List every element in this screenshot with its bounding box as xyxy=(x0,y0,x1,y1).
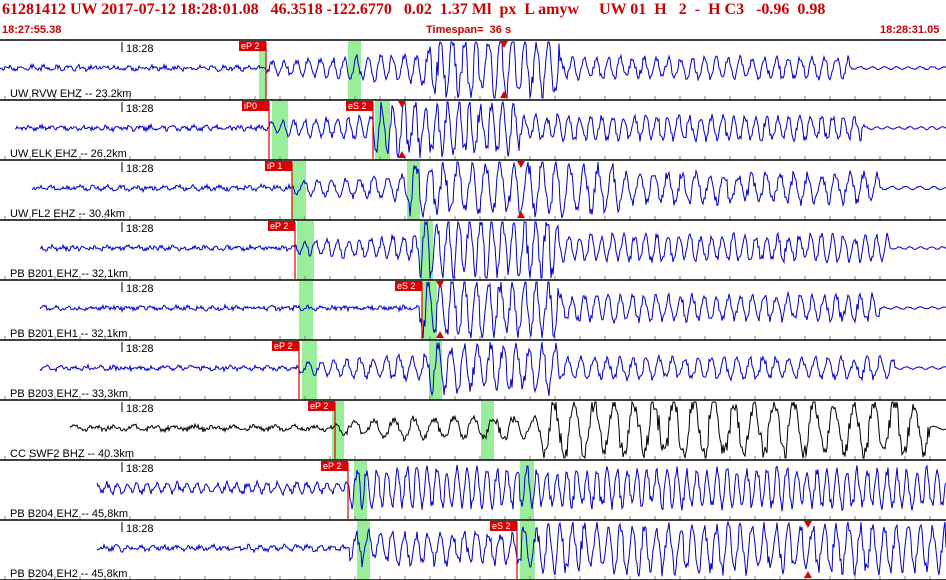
time-tick-label: 18:28 xyxy=(126,343,154,355)
time-tick-label: 18:28 xyxy=(126,283,154,295)
arrival-triangle-bottom[interactable] xyxy=(500,91,508,98)
time-range-bar: 18:27:55.38 Timespan= 36 s 18:28:31.05 xyxy=(0,24,946,38)
event-header: 61281412 UW 2017-07-12 18:28:01.08 46.35… xyxy=(0,0,946,40)
pick-label: eP 2 xyxy=(270,221,288,231)
pick-flag[interactable] xyxy=(239,41,266,51)
pick-window xyxy=(429,341,442,400)
time-tick-label: 18:28 xyxy=(126,163,154,175)
waveform-trace[interactable] xyxy=(0,40,946,100)
pick-flag[interactable] xyxy=(308,401,335,411)
timespan-label: Timespan= 36 s xyxy=(426,24,512,36)
pick-flag[interactable] xyxy=(490,521,517,531)
pick-label: iP0 xyxy=(244,101,257,111)
pick-window xyxy=(272,101,288,160)
pick-label: eP 2 xyxy=(310,401,328,411)
arrival-triangle-top[interactable] xyxy=(804,521,812,528)
station-label: UW RVW EHZ -- 23.2km xyxy=(10,88,131,100)
station-panel[interactable]: 18:28 eP 2 PB B204 EHZ -- 45.8km xyxy=(0,461,946,521)
pick-window xyxy=(259,41,266,100)
station-label: UW ELK EHZ -- 26.2km xyxy=(10,148,127,160)
station-panel[interactable]: 18:28 eS 2 PB B201 EH1 -- 32.1km xyxy=(0,280,946,341)
waveform-trace[interactable] xyxy=(39,341,946,397)
pick-label: eS 2 xyxy=(492,521,511,531)
station-panel[interactable]: 18:28 eS 2 PB B204 EH2 -- 45.8km xyxy=(0,520,946,580)
time-tick-label: 18:28 xyxy=(126,43,154,55)
pick-label: iP 1 xyxy=(267,161,282,171)
station-label: PB B204 EHZ -- 45.8km xyxy=(10,508,128,520)
arrival-triangle-bottom[interactable] xyxy=(804,571,812,578)
station-label: PB B204 EH2 -- 45.8km xyxy=(10,568,127,580)
station-panel[interactable]: 18:28 iP0 eS 2 UW ELK EHZ -- 26.2km xyxy=(0,100,946,161)
arrival-triangle-top[interactable] xyxy=(436,281,444,288)
waveform-trace[interactable] xyxy=(96,464,946,512)
waveform-trace[interactable] xyxy=(14,100,946,159)
pick-window xyxy=(302,341,317,400)
pick-window xyxy=(348,41,361,100)
end-time-label: 18:28:31.05 xyxy=(880,24,940,36)
pick-label: eP 2 xyxy=(274,341,292,351)
pick-window xyxy=(297,221,314,280)
waveform-trace[interactable] xyxy=(96,520,946,577)
arrival-triangle-bottom[interactable] xyxy=(517,211,525,218)
event-summary-line: 61281412 UW 2017-07-12 18:28:01.08 46.35… xyxy=(2,1,826,18)
station-panel[interactable]: 18:28 eP 2 PB B201 EHZ -- 32.1km xyxy=(0,220,946,281)
pick-flag[interactable] xyxy=(272,341,299,351)
arrival-triangle-top[interactable] xyxy=(517,161,525,168)
pick-flag[interactable] xyxy=(321,461,348,471)
time-tick-label: 18:28 xyxy=(126,223,154,235)
waveform-trace[interactable] xyxy=(39,220,946,279)
station-panel[interactable]: 18:28 eP 2 PB B203 EHZ -- 33.3km xyxy=(0,341,946,401)
pick-flag[interactable] xyxy=(395,281,422,291)
arrival-triangle-top[interactable] xyxy=(500,41,508,48)
station-label: PB B203 EHZ -- 33.3km xyxy=(10,388,128,400)
time-tick-label: 18:28 xyxy=(126,463,154,475)
time-tick-label: 18:28 xyxy=(126,103,154,115)
waveform-trace[interactable] xyxy=(69,400,946,460)
station-label: CC SWF2 BHZ -- 40.3km xyxy=(10,448,134,460)
pick-flag[interactable] xyxy=(346,101,373,111)
pick-label: eS 2 xyxy=(348,101,367,111)
pick-window xyxy=(357,521,370,580)
time-tick-label: 18:28 xyxy=(126,523,154,535)
waveform-trace[interactable] xyxy=(31,160,946,219)
time-tick-label: 18:28 xyxy=(126,403,154,415)
station-panel[interactable]: 18:28 eP 2 UW RVW EHZ -- 23.2km xyxy=(0,40,946,101)
station-label: PB B201 EHZ -- 32.1km xyxy=(10,268,128,280)
pick-label: eS 2 xyxy=(397,281,416,291)
pick-label: eP 2 xyxy=(323,461,341,471)
station-label: UW FL2 EHZ -- 30.4km xyxy=(10,208,125,220)
pick-window xyxy=(520,461,534,520)
pick-window xyxy=(407,161,420,220)
pick-flag[interactable] xyxy=(265,161,292,171)
arrival-triangle-top[interactable] xyxy=(398,101,406,108)
pick-flag[interactable] xyxy=(268,221,295,231)
pick-flag[interactable] xyxy=(242,101,269,111)
arrival-triangle-bottom[interactable] xyxy=(398,151,406,158)
station-panel[interactable]: 18:28 iP 1 UW FL2 EHZ -- 30.4km xyxy=(0,160,946,221)
station-panel[interactable]: 18:28 eP 2 CC SWF2 BHZ -- 40.3km xyxy=(0,400,946,461)
waveform-trace[interactable] xyxy=(39,280,946,339)
station-label: PB B201 EH1 -- 32.1km xyxy=(10,328,127,340)
start-time-label: 18:27:55.38 xyxy=(2,24,62,36)
pick-window xyxy=(299,281,313,340)
pick-label: eP 2 xyxy=(241,41,259,51)
arrival-triangle-bottom[interactable] xyxy=(436,331,444,338)
